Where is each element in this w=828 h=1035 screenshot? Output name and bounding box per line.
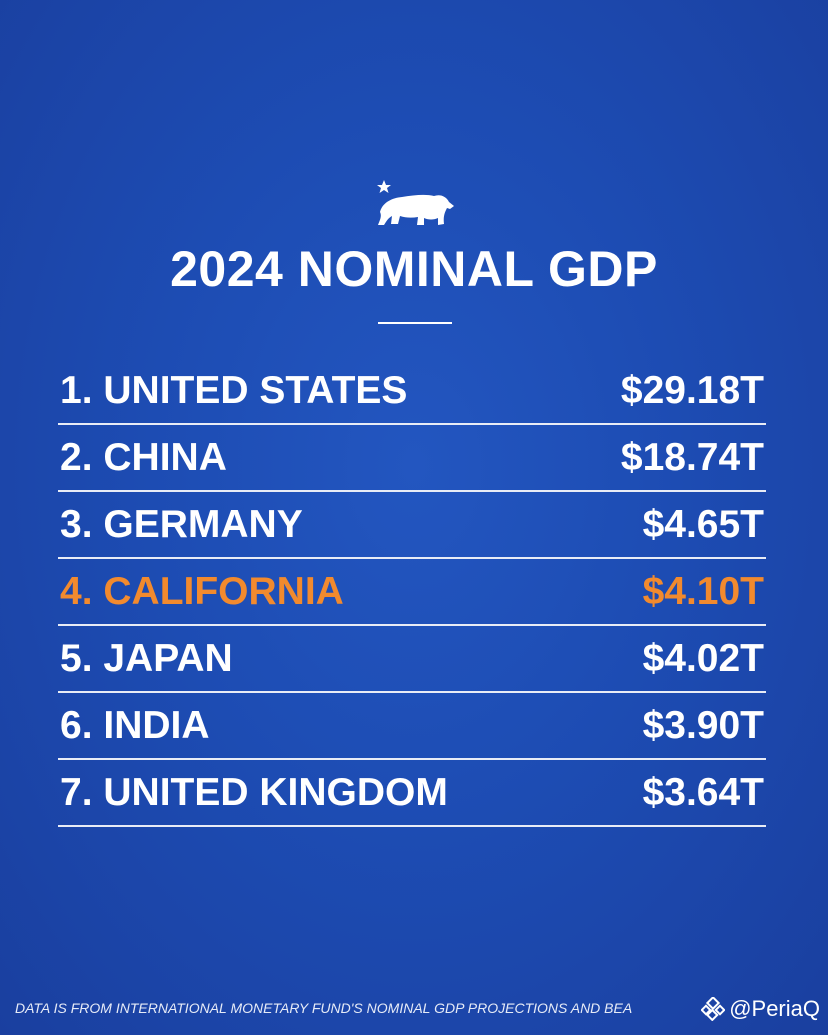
row: 7. UNITED KINGDOM $3.64T (58, 760, 766, 827)
row: 6. INDIA $3.90T (58, 693, 766, 760)
gdp: $18.74T (620, 435, 764, 479)
gdp: $4.10T (642, 569, 764, 613)
source-note: DATA IS FROM INTERNATIONAL MONETARY FUND… (15, 1000, 633, 1016)
gdp: $3.64T (642, 770, 764, 814)
country: 7. UNITED KINGDOM (60, 770, 448, 814)
title-rule (378, 322, 452, 324)
gdp: $4.02T (642, 636, 764, 680)
country: 6. INDIA (60, 703, 210, 747)
country: 2. CHINA (60, 435, 227, 479)
row: 2. CHINA $18.74T (58, 425, 766, 492)
country: 1. UNITED STATES (60, 368, 408, 412)
title: 2024 NOMINAL GDP (170, 241, 658, 297)
gdp: $3.90T (642, 703, 764, 747)
country: 5. JAPAN (60, 636, 233, 680)
country: 4. CALIFORNIA (60, 569, 344, 613)
row: 5. JAPAN $4.02T (58, 626, 766, 693)
row: 1. UNITED STATES $29.18T (58, 358, 766, 425)
watermark: @PeriaQ (701, 996, 820, 1022)
ranking-list: 1. UNITED STATES $29.18T 2. CHINA $18.74T … (58, 358, 766, 827)
bear-icon (377, 180, 454, 225)
row-highlight: 4. CALIFORNIA $4.10T (58, 559, 766, 626)
watermark-text: @PeriaQ (729, 996, 820, 1021)
watermark-icon (701, 997, 726, 1021)
gdp: $29.18T (620, 368, 764, 412)
country: 3. GERMANY (60, 502, 303, 546)
gdp: $4.65T (642, 502, 764, 546)
row: 3. GERMANY $4.65T (58, 492, 766, 559)
